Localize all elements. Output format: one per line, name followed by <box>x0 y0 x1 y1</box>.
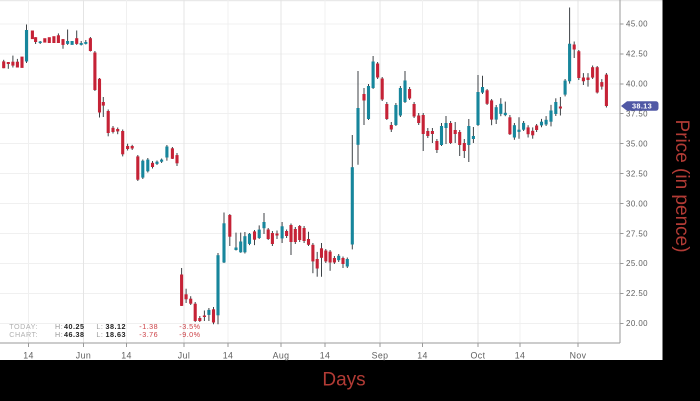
svg-text:Sep: Sep <box>372 351 389 361</box>
svg-text:14: 14 <box>223 351 234 361</box>
svg-text:Jun: Jun <box>76 351 91 361</box>
svg-text:Aug: Aug <box>273 351 290 361</box>
svg-text:38.13: 38.13 <box>632 102 652 111</box>
svg-text:14: 14 <box>515 351 526 361</box>
svg-text:Nov: Nov <box>570 351 587 361</box>
svg-text:40.25: 40.25 <box>64 322 85 331</box>
svg-text:Oct: Oct <box>471 351 486 361</box>
svg-text:22.50: 22.50 <box>626 289 648 298</box>
svg-text:Jul: Jul <box>178 351 190 361</box>
svg-text:-3.5%: -3.5% <box>179 322 200 331</box>
svg-text:27.50: 27.50 <box>626 229 648 238</box>
svg-text:14: 14 <box>121 351 132 361</box>
svg-text:20.00: 20.00 <box>626 319 648 328</box>
svg-text:14: 14 <box>417 351 428 361</box>
svg-text:42.50: 42.50 <box>626 50 648 59</box>
svg-text:Price (in pence): Price (in pence) <box>671 119 692 252</box>
svg-text:L:: L: <box>96 322 103 331</box>
svg-text:46.38: 46.38 <box>64 330 85 339</box>
svg-text:38.12: 38.12 <box>106 322 127 331</box>
svg-text:H:: H: <box>55 330 63 339</box>
svg-text:45.00: 45.00 <box>626 20 648 29</box>
svg-text:40.00: 40.00 <box>626 80 648 89</box>
svg-text:14: 14 <box>23 351 34 361</box>
svg-text:25.00: 25.00 <box>626 259 648 268</box>
svg-text:Days: Days <box>322 370 365 391</box>
svg-text:TODAY:: TODAY: <box>9 322 38 331</box>
svg-text:CHART:: CHART: <box>9 330 38 339</box>
svg-text:30.00: 30.00 <box>626 199 648 208</box>
svg-text:-9.0%: -9.0% <box>179 330 200 339</box>
svg-text:-1.38: -1.38 <box>139 322 158 331</box>
svg-text:-3.76: -3.76 <box>139 330 158 339</box>
svg-text:37.50: 37.50 <box>626 110 648 119</box>
svg-text:L:: L: <box>96 330 103 339</box>
svg-text:32.50: 32.50 <box>626 169 648 178</box>
svg-text:14: 14 <box>320 351 331 361</box>
svg-text:18.63: 18.63 <box>106 330 127 339</box>
svg-text:35.00: 35.00 <box>626 139 648 148</box>
svg-text:H:: H: <box>55 322 63 331</box>
